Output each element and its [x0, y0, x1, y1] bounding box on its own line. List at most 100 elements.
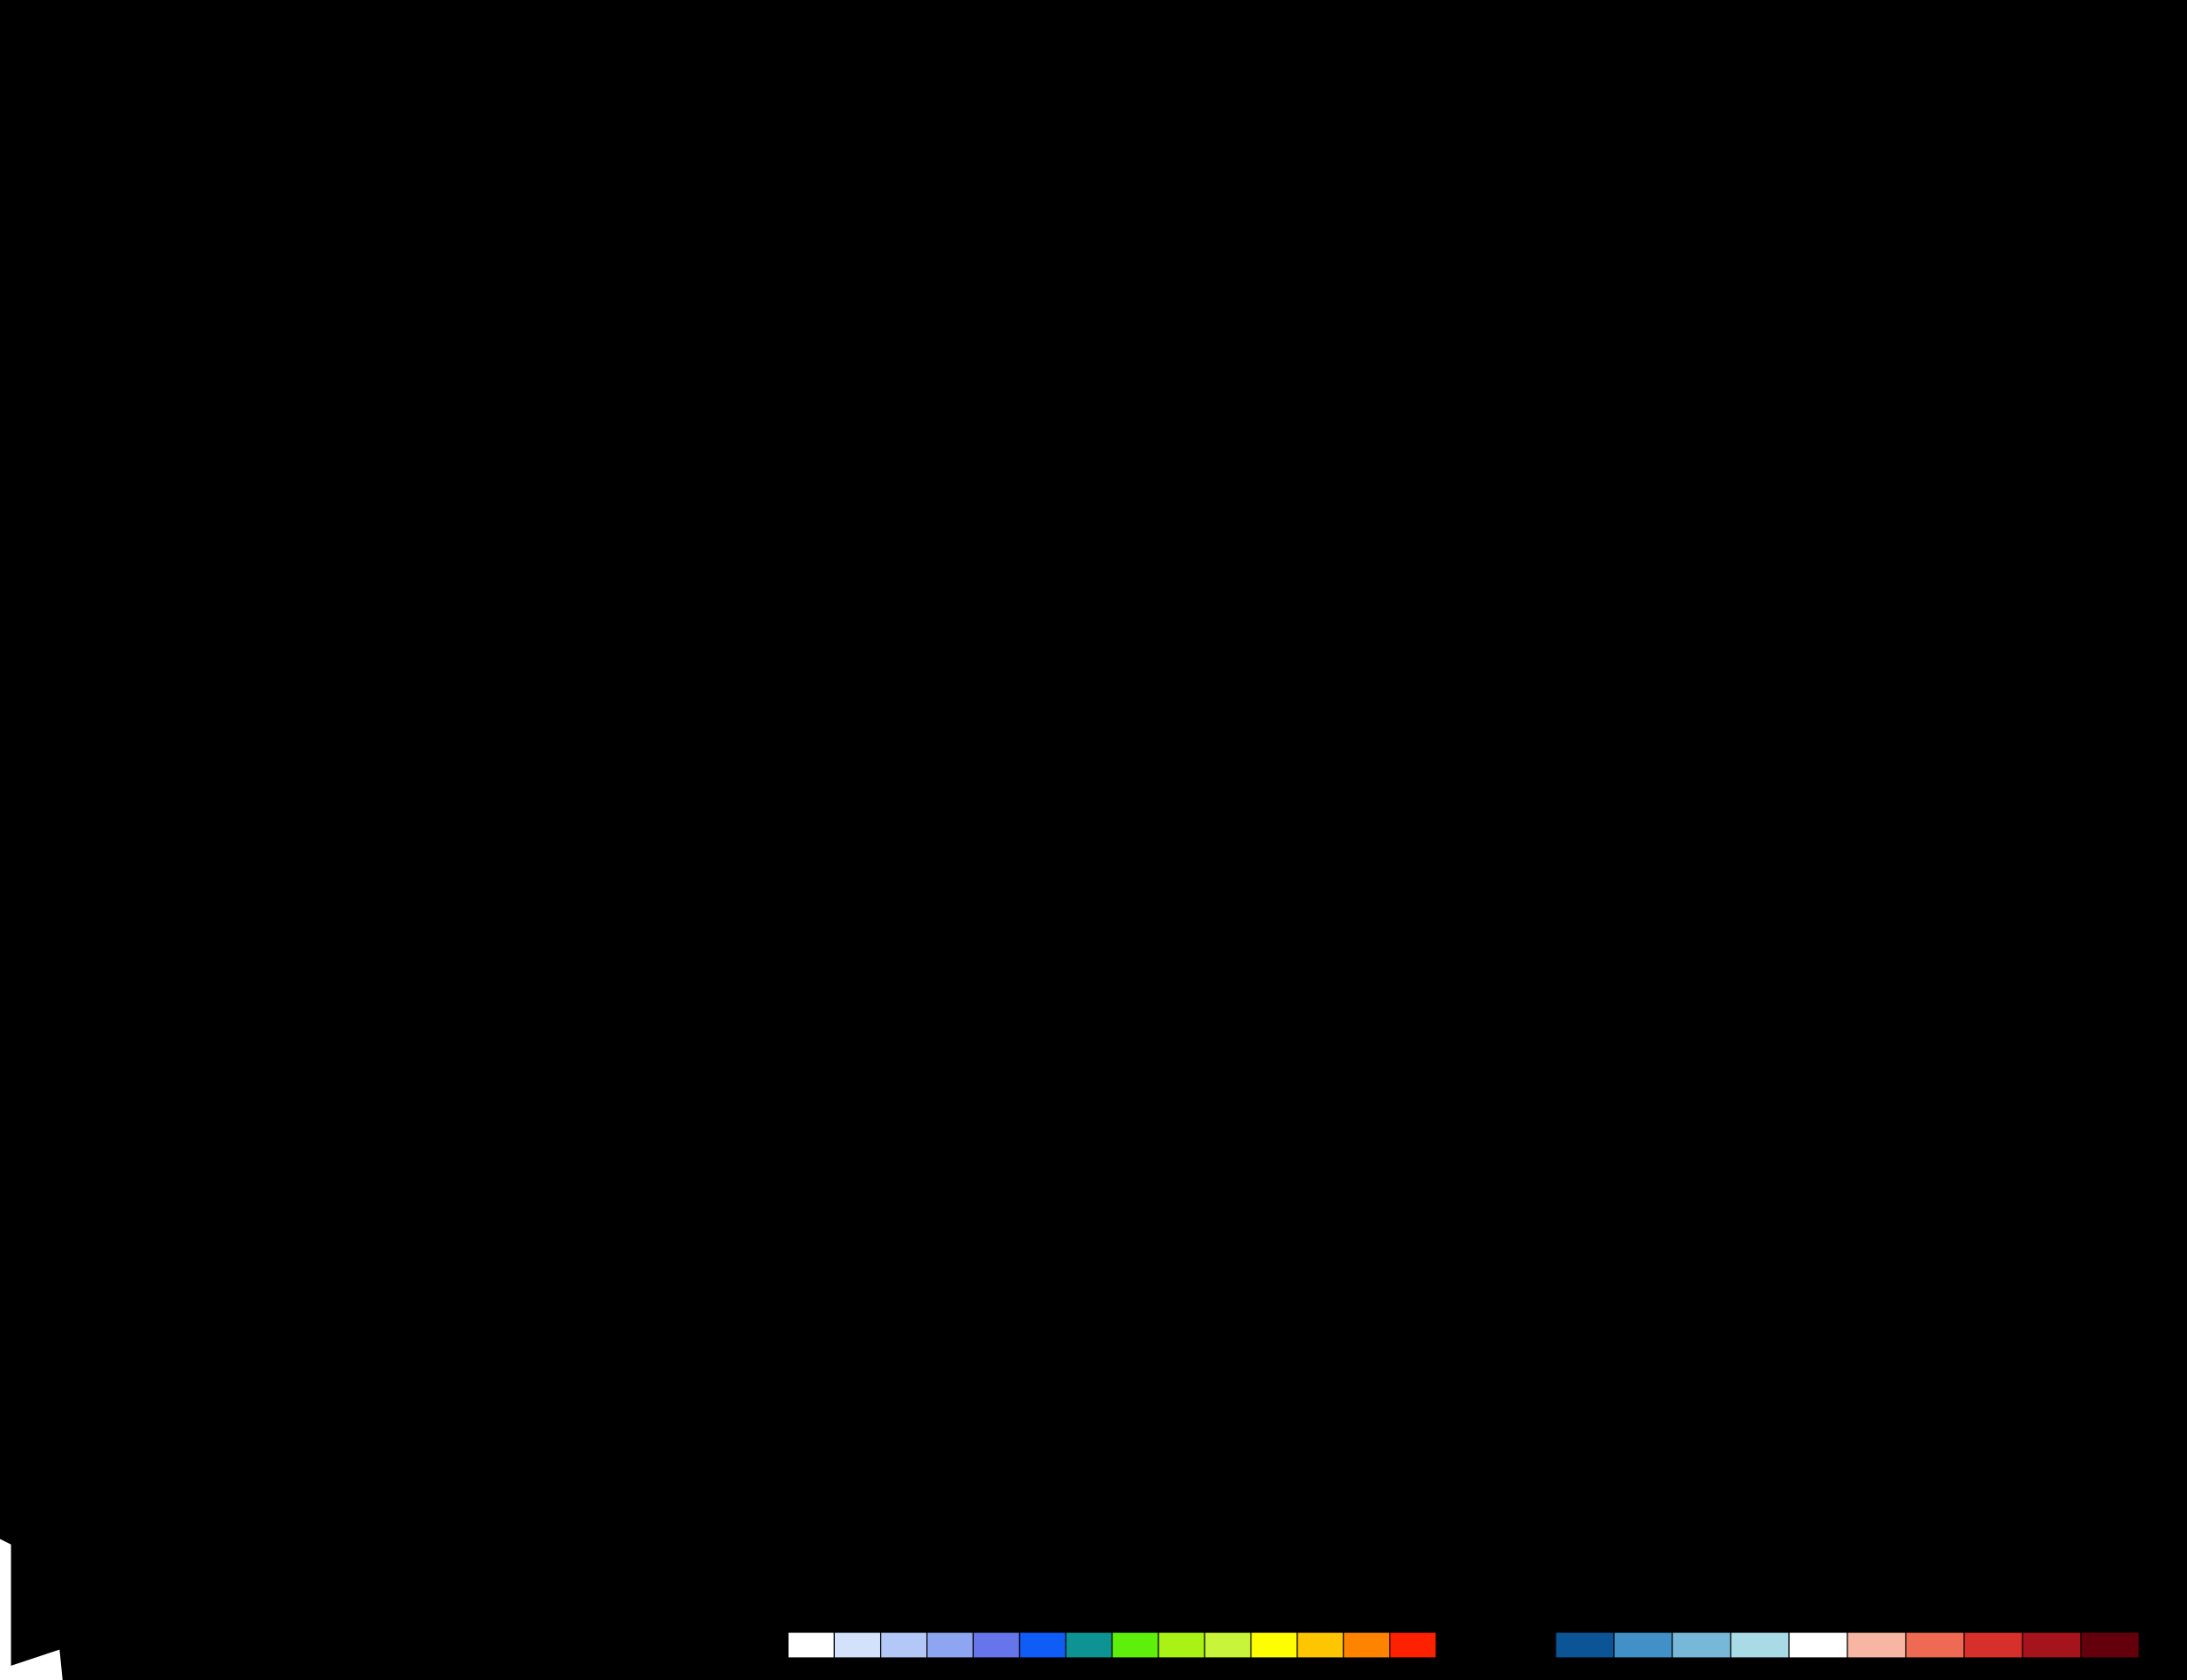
colorbar-swatch — [926, 1631, 975, 1659]
lat-tick-label: 0 — [34, 1413, 42, 1430]
colorbar-label: 0.06 — [1052, 1668, 1080, 1680]
map-panels: 90N 60N 30N 0 30S 60S 90S 160W 120W 80W 40W 0 40E 80E… — [14, 28, 2178, 1615]
lon-tick-label: 40E — [1172, 1599, 1198, 1615]
colorbar-swatch — [1788, 1631, 1848, 1659]
lat-tick-label: 30S — [748, 1061, 775, 1078]
colorbar-label: 0.001 — [816, 1668, 852, 1680]
lon-tick-label: 160W — [1532, 1599, 1571, 1615]
lat-tick-label: 90N — [747, 435, 775, 452]
colorbar-swatch — [1905, 1631, 1965, 1659]
lon-tick-label: 120W — [1605, 1599, 1644, 1615]
colorbar-swatch — [2022, 1631, 2082, 1659]
colorbar-label: -0.04 — [1598, 1668, 1631, 1680]
lat-tick-label: 30N — [14, 545, 42, 561]
panel-title: GBBPx V3 - GBBPx V2: 36h — [1703, 414, 1984, 439]
lat-tick-label: 90N — [747, 1249, 775, 1265]
lat-tick-label: 30N — [14, 1358, 42, 1375]
lat-tick-label: 90N — [1479, 435, 1506, 452]
lon-tick-label: 120E — [1313, 1599, 1349, 1615]
lat-tick-label: 0 — [767, 599, 775, 616]
lat-tick-label: 30S — [15, 247, 42, 263]
lon-tick-label: 40W — [1023, 1599, 1054, 1615]
lat-tick-label: 30S — [1480, 247, 1506, 263]
lat-tick-label: 30S — [1480, 1061, 1506, 1078]
map-panel-gbbpx-diff-72h: 90N 60N 30N 0 30S 60S 90S 160W 120W 80W 40W 0 40E 80E… — [1479, 1249, 2178, 1615]
lat-tick-label: 30S — [1480, 653, 1506, 670]
lon-tick-label: 80E — [1976, 1599, 2002, 1615]
lat-tick-label: 60S — [1480, 1522, 1506, 1539]
lat-tick-label: 30N — [747, 138, 775, 155]
lat-tick-label: 0 — [767, 193, 775, 210]
lat-tick-label: 0 — [1498, 599, 1506, 616]
lon-tick-label: 160E — [1387, 1599, 1422, 1615]
lon-tick-label: 40E — [1903, 1599, 1930, 1615]
panel-title: GBBPx V3 : 36h — [1031, 414, 1192, 439]
lat-tick-label: 90N — [14, 843, 42, 859]
colorbar-swatch — [1111, 1631, 1159, 1659]
lat-tick-label: 30N — [1479, 545, 1506, 561]
colorbar-swatch — [1555, 1631, 1615, 1659]
colorbar-label: 0.18 — [1330, 1668, 1357, 1680]
lon-tick-label: 160E — [2118, 1599, 2153, 1615]
colorbar-swatch — [1389, 1631, 1437, 1659]
colorbar-swatch — [1342, 1631, 1391, 1659]
absolute-colorbar: 0.001 0.005 0.01 0.02 0.04 0.06 0.08 0.1 0.12 0.1… — [787, 1631, 1437, 1680]
colorbar-swatch — [1296, 1631, 1344, 1659]
lon-tick-label: 80E — [511, 1599, 538, 1615]
colorbar-swatch — [833, 1631, 882, 1659]
lon-tick-label: 40W — [290, 1599, 321, 1615]
lat-tick-label: 60N — [747, 897, 775, 914]
colorbar-label: -0.002 — [1769, 1668, 1808, 1680]
lat-tick-label: 30N — [747, 1358, 775, 1375]
lon-tick-label: 0 — [1839, 1599, 1847, 1615]
panel-title: GBBPx V2: 72h — [302, 1227, 456, 1252]
lat-tick-label: 60N — [747, 83, 775, 100]
lat-tick-label: 60N — [1479, 1303, 1506, 1320]
lat-tick-label: 0 — [767, 1007, 775, 1024]
lat-tick-label: 30N — [747, 545, 775, 561]
lat-tick-label: 0 — [1498, 193, 1506, 210]
panel-titles: GBBPx V2: 24h GBBPx V3 : 24h GBBPx V3 - GB… — [302, 7, 1984, 1252]
lon-tick-label: 40W — [1755, 1599, 1786, 1615]
lat-tick-label: 30N — [14, 952, 42, 969]
colorbar-label: 0.02 — [960, 1668, 987, 1680]
panel-title: GBBPx V3 - GBBPx V2: 48h — [1703, 821, 1984, 846]
colorbar-label: 0.05 — [2067, 1668, 2094, 1680]
lat-tick-label: 90S — [1480, 1577, 1506, 1593]
lon-tick-label: 120W — [141, 1599, 180, 1615]
colorbar-swatch — [1671, 1631, 1732, 1659]
lat-tick-label: 0 — [34, 1007, 42, 1024]
lat-tick-label: 30S — [748, 247, 775, 263]
lat-tick-label: 30S — [1480, 1467, 1506, 1484]
panel-title: GBBPx V2: 36h — [302, 414, 456, 439]
lat-tick-label: 60S — [748, 1522, 775, 1539]
lat-tick-label: 60N — [1479, 897, 1506, 914]
lon-tick-label: 160W — [800, 1599, 839, 1615]
panel-title: GBBPx V2: 24h — [302, 7, 456, 32]
lat-tick-label: 90S — [15, 1577, 42, 1593]
lat-tick-label: 30S — [748, 653, 775, 670]
lat-tick-label: 90N — [747, 28, 775, 45]
lat-tick-label: 90N — [747, 843, 775, 859]
lon-tick-label: 80W — [218, 1599, 249, 1615]
colorbar-swatch — [2080, 1631, 2140, 1659]
lat-tick-label: 30N — [1479, 1358, 1506, 1375]
lat-tick-label: 90S — [748, 1577, 775, 1593]
colorbar-swatch — [787, 1631, 835, 1659]
lat-tick-label: 60S — [15, 1522, 42, 1539]
colorbar-label: 0.08 — [1098, 1668, 1126, 1680]
lat-tick-label: 60N — [747, 490, 775, 507]
lon-tick-label: 0 — [375, 1599, 383, 1615]
lat-tick-label: 60N — [14, 897, 42, 914]
lat-tick-label: 90N — [1479, 28, 1506, 45]
lat-tick-label: 0 — [767, 1413, 775, 1430]
panel-title: GBBPx V3 : 24h — [1031, 7, 1192, 32]
panel-title: GBBPx V2: 48h — [302, 821, 456, 846]
lat-tick-label: 0 — [34, 599, 42, 616]
lat-tick-label: 60N — [14, 83, 42, 100]
colorbar-label: -0.005 — [1710, 1668, 1750, 1680]
lat-tick-label: 60N — [1479, 83, 1506, 100]
panel-title: GBBPx V3 : 72h — [1031, 1227, 1192, 1252]
colorbar-swatch — [1730, 1631, 1790, 1659]
panel-title: GBBPx V3 - GBBPx V2: 24h — [1703, 7, 1984, 32]
